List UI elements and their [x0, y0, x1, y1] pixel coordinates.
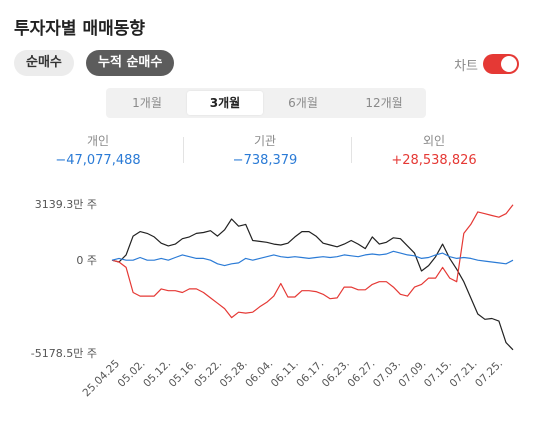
- x-tick-label: 06.23.: [320, 358, 352, 390]
- chart-toggle-label: 차트: [454, 59, 478, 74]
- stat-institution-label: 기관: [253, 134, 277, 148]
- y-tick-label: 0 주: [76, 254, 97, 267]
- tab-cumulative-net-buy[interactable]: 누적 순매수: [86, 50, 175, 76]
- cumulative-net-buy-chart: 3139.3만 주0 주-5178.5만 주25.04.2505.02.05.1…: [31, 198, 514, 400]
- x-tick-label: 06.04.: [243, 358, 275, 390]
- x-tick-label: 07.25.: [473, 358, 505, 390]
- x-tick-label: 05.02.: [116, 358, 148, 390]
- x-tick-label: 06.27.: [345, 358, 377, 390]
- stat-divider: [351, 137, 352, 163]
- stat-individual-value: −47,077,488: [55, 153, 141, 168]
- toggle-knob: [501, 56, 517, 72]
- series-line-individual: [111, 218, 514, 351]
- stat-foreign-value: +28,538,826: [391, 153, 477, 168]
- series-line-foreign: [111, 204, 514, 319]
- period-1m[interactable]: 1개월: [132, 96, 162, 110]
- stat-foreign: 외인 +28,538,826: [359, 132, 509, 168]
- x-tick-label: 25.04.25: [81, 358, 123, 400]
- x-tick-label: 07.21.: [447, 358, 479, 390]
- x-tick-label: 07.03.: [371, 358, 403, 390]
- y-tick-label: -5178.5만 주: [31, 347, 97, 360]
- page-title: 투자자별 매매동향: [14, 19, 146, 39]
- x-tick-label: 05.16.: [167, 358, 199, 390]
- period-6m[interactable]: 6개월: [288, 96, 318, 110]
- stat-individual-label: 개인: [86, 134, 110, 148]
- x-tick-label: 07.09.: [396, 358, 428, 390]
- stat-institution: 기관 −738,379: [190, 132, 340, 168]
- period-selector: 1개월 3개월 6개월 12개월: [106, 88, 426, 118]
- x-tick-label: 05.22.: [192, 358, 224, 390]
- x-tick-label: 06.17.: [294, 358, 326, 390]
- stat-individual: 개인 −47,077,488: [23, 132, 173, 168]
- stat-institution-value: −738,379: [232, 153, 298, 168]
- x-tick-label: 06.11.: [269, 358, 301, 390]
- y-tick-label: 3139.3만 주: [35, 198, 97, 211]
- period-12m[interactable]: 12개월: [365, 96, 403, 110]
- stat-foreign-label: 외인: [422, 134, 446, 148]
- series-line-institution: [111, 250, 514, 267]
- period-3m[interactable]: 3개월: [187, 91, 263, 115]
- stat-divider: [183, 137, 184, 163]
- tab-net-buy[interactable]: 순매수: [14, 50, 74, 76]
- x-tick-label: 05.12.: [141, 358, 173, 390]
- x-tick-label: 05.28.: [218, 358, 250, 390]
- x-tick-label: 07.15.: [422, 358, 454, 390]
- chart-toggle[interactable]: [483, 54, 519, 74]
